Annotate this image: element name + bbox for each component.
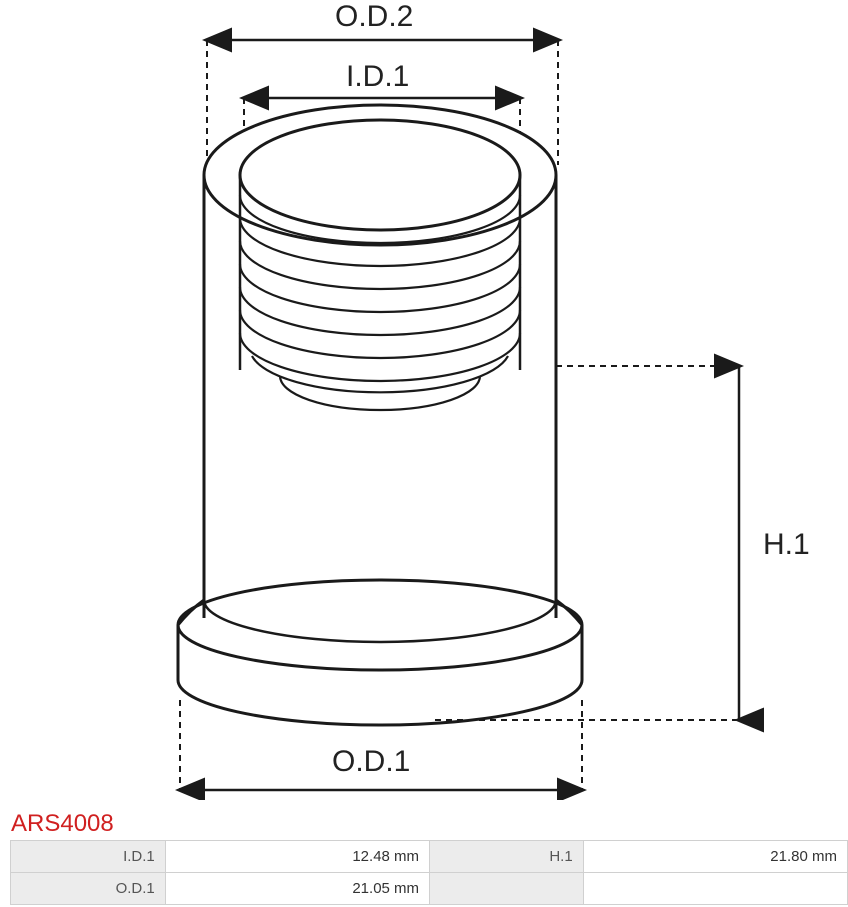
label-id1: I.D.1 (346, 60, 409, 94)
spec-label: O.D.1 (11, 873, 166, 905)
spec-label: I.D.1 (11, 841, 166, 873)
flange-top-front (178, 625, 582, 670)
technical-drawing: O.D.2 I.D.1 H.1 O.D.1 (0, 0, 848, 800)
table-row: O.D.1 21.05 mm (11, 873, 848, 905)
spec-label (430, 873, 584, 905)
cyl-flange-front (204, 600, 556, 642)
spec-value: 12.48 mm (165, 841, 429, 873)
spec-label: H.1 (430, 841, 584, 873)
flange-top-back (178, 580, 582, 625)
drawing-svg (0, 0, 848, 800)
part-number: ARS4008 (11, 810, 114, 838)
inner-top-rim (240, 120, 520, 230)
label-od1: O.D.1 (332, 745, 410, 779)
table-row: I.D.1 12.48 mm H.1 21.80 mm (11, 841, 848, 873)
label-od2: O.D.2 (335, 0, 413, 34)
flange-bot-front (178, 680, 582, 725)
spec-value: 21.80 mm (583, 841, 847, 873)
spec-value: 21.05 mm (165, 873, 429, 905)
label-h1: H.1 (763, 528, 810, 562)
spec-table: I.D.1 12.48 mm H.1 21.80 mm O.D.1 21.05 … (10, 840, 848, 905)
spec-value (583, 873, 847, 905)
